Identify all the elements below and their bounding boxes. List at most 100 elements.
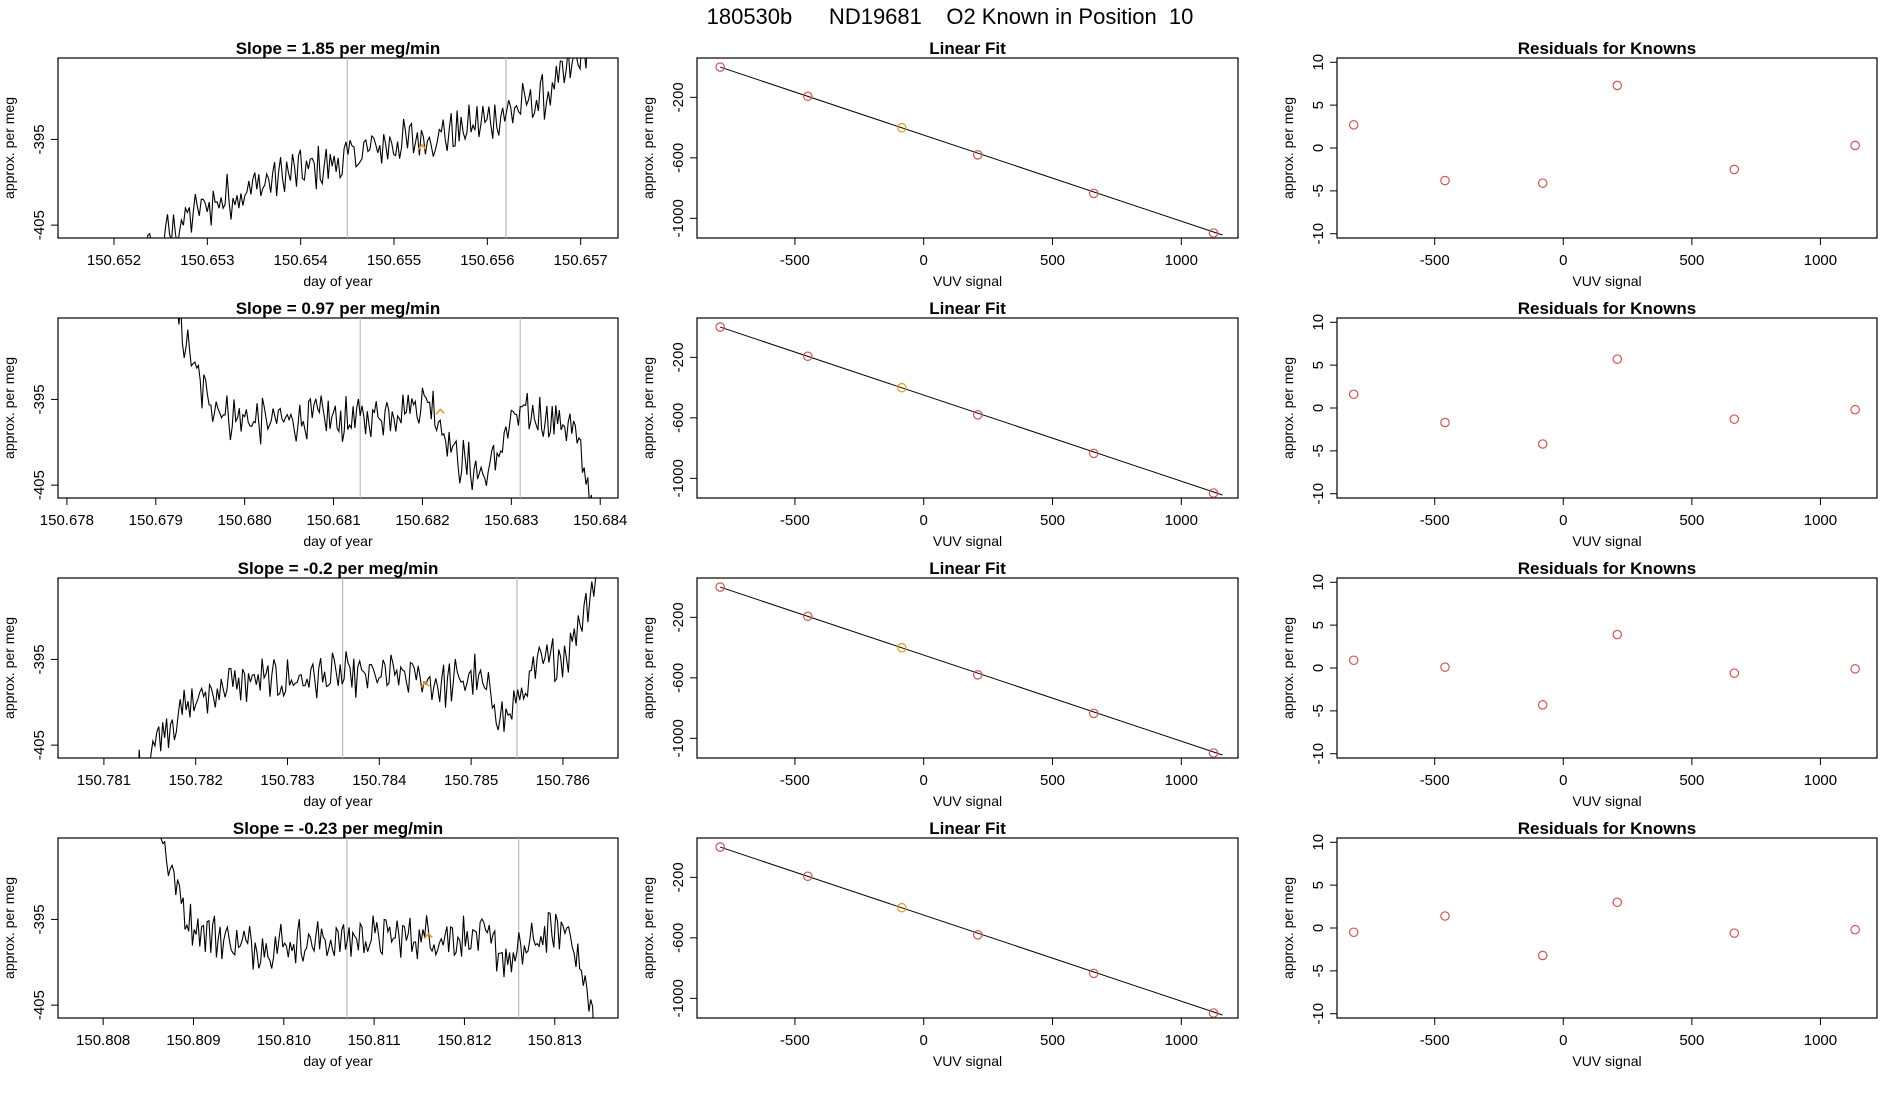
- plot-frame: [57, 577, 619, 759]
- data-point: [715, 322, 725, 332]
- panel-title: Slope = -0.2 per meg/min: [238, 559, 439, 578]
- x-tick-label: 150.782: [169, 772, 223, 789]
- x-tick-label: 0: [1559, 512, 1567, 529]
- y-axis-label: approx. per meg: [640, 617, 656, 719]
- x-tick-label: 500: [1040, 1032, 1065, 1049]
- y-tick-label: 10: [1310, 834, 1327, 851]
- x-tick-label: 150.786: [536, 772, 590, 789]
- x-axis-label: VUV signal: [1572, 533, 1641, 549]
- x-tick-label: -500: [1420, 1032, 1450, 1049]
- y-tick-label: -10: [1310, 483, 1327, 505]
- plot-frame: [57, 57, 619, 239]
- plot-frame: [696, 837, 1239, 1019]
- series-line: [138, 578, 597, 758]
- data-point: [715, 842, 725, 852]
- data-point: [973, 670, 983, 680]
- data-point: [1088, 968, 1099, 979]
- data-point: [1850, 924, 1860, 935]
- y-tick-label: 0: [1310, 144, 1327, 152]
- fit-line: [720, 326, 1223, 496]
- y-tick-label: 0: [1310, 924, 1327, 932]
- y-tick-label: -5: [1310, 444, 1327, 457]
- y-tick-label: -5: [1310, 184, 1327, 197]
- x-tick-label: 1000: [1165, 1032, 1198, 1049]
- x-tick-label: 500: [1040, 772, 1065, 789]
- x-tick-label: 0: [920, 1032, 928, 1049]
- data-point: [1440, 911, 1450, 921]
- data-point: [1729, 668, 1740, 678]
- data-point: [973, 410, 983, 420]
- plot-frame: [57, 837, 619, 1019]
- panel-title: Slope = -0.23 per meg/min: [233, 819, 443, 838]
- x-tick-label: 150.808: [76, 1032, 130, 1049]
- y-tick-label: 5: [1310, 361, 1327, 369]
- plot-frame: [696, 317, 1239, 499]
- x-tick-label: 150.656: [460, 252, 514, 269]
- x-axis-label: VUV signal: [1572, 273, 1641, 289]
- data-point: [1537, 700, 1548, 710]
- data-point: [1208, 748, 1219, 758]
- data-point: [1208, 488, 1219, 498]
- y-tick-label: 0: [1310, 404, 1327, 412]
- data-point: [973, 930, 983, 940]
- x-tick-label: 500: [1679, 772, 1704, 789]
- y-tick-label: 10: [1310, 574, 1327, 591]
- data-point: [802, 351, 813, 362]
- data-point: [1729, 414, 1740, 424]
- data-point: [1612, 80, 1623, 91]
- x-tick-label: 150.682: [395, 512, 449, 529]
- plot-frame: [1336, 57, 1878, 239]
- figure-title: 180530b ND19681 O2 Known in Position 10: [706, 4, 1194, 29]
- y-axis-label: approx. per meg: [1280, 357, 1296, 459]
- x-tick-label: 150.657: [554, 252, 608, 269]
- y-axis-label: approx. per meg: [1, 357, 17, 459]
- data-point: [1612, 897, 1623, 908]
- x-tick-label: 1000: [1165, 512, 1198, 529]
- x-tick-label: 500: [1679, 512, 1704, 529]
- known-marker: [423, 932, 433, 940]
- y-axis-label: approx. per meg: [1280, 617, 1296, 719]
- x-tick-label: 500: [1040, 252, 1065, 269]
- y-tick-label: 10: [1310, 314, 1327, 331]
- plot-frame: [696, 577, 1239, 759]
- x-tick-label: 0: [920, 772, 928, 789]
- y-tick-label: -200: [670, 602, 687, 632]
- x-tick-label: 150.678: [40, 512, 94, 529]
- data-point: [1537, 950, 1548, 961]
- x-tick-label: -500: [1420, 772, 1450, 789]
- x-tick-label: -500: [780, 1032, 810, 1049]
- x-axis-label: VUV signal: [1572, 793, 1641, 809]
- y-tick-label: -10: [1310, 1003, 1327, 1025]
- y-tick-label: -600: [670, 143, 687, 173]
- y-tick-label: -5: [1310, 704, 1327, 717]
- data-point: [802, 91, 813, 102]
- panel-title: Linear Fit: [929, 39, 1006, 58]
- y-tick-label: -405: [31, 470, 48, 500]
- data-point: [897, 642, 907, 653]
- x-tick-label: 1000: [1804, 1032, 1837, 1049]
- panel-title: Residuals for Knowns: [1518, 819, 1697, 838]
- x-tick-label: -500: [780, 512, 810, 529]
- known-marker: [417, 143, 427, 151]
- x-tick-label: 150.681: [306, 512, 360, 529]
- y-tick-label: -10: [1310, 743, 1327, 765]
- series-line: [147, 58, 588, 238]
- plot-frame: [1336, 837, 1878, 1019]
- panel-title: Residuals for Knowns: [1518, 559, 1697, 578]
- data-point: [1850, 404, 1860, 415]
- x-tick-label: 150.654: [274, 252, 328, 269]
- x-axis-label: VUV signal: [1572, 1053, 1641, 1069]
- data-point: [1850, 664, 1860, 674]
- x-tick-label: 1000: [1804, 512, 1837, 529]
- data-point: [1537, 178, 1548, 188]
- data-point: [1440, 662, 1450, 672]
- y-tick-label: -200: [670, 862, 687, 892]
- x-tick-label: 150.813: [528, 1032, 582, 1049]
- plot-frame: [57, 317, 619, 499]
- x-tick-label: 150.811: [348, 1032, 401, 1049]
- y-tick-label: -5: [1310, 964, 1327, 977]
- x-tick-label: 500: [1679, 1032, 1704, 1049]
- y-tick-label: -395: [31, 384, 48, 414]
- y-tick-label: -1000: [670, 719, 687, 757]
- fit-line: [720, 586, 1223, 756]
